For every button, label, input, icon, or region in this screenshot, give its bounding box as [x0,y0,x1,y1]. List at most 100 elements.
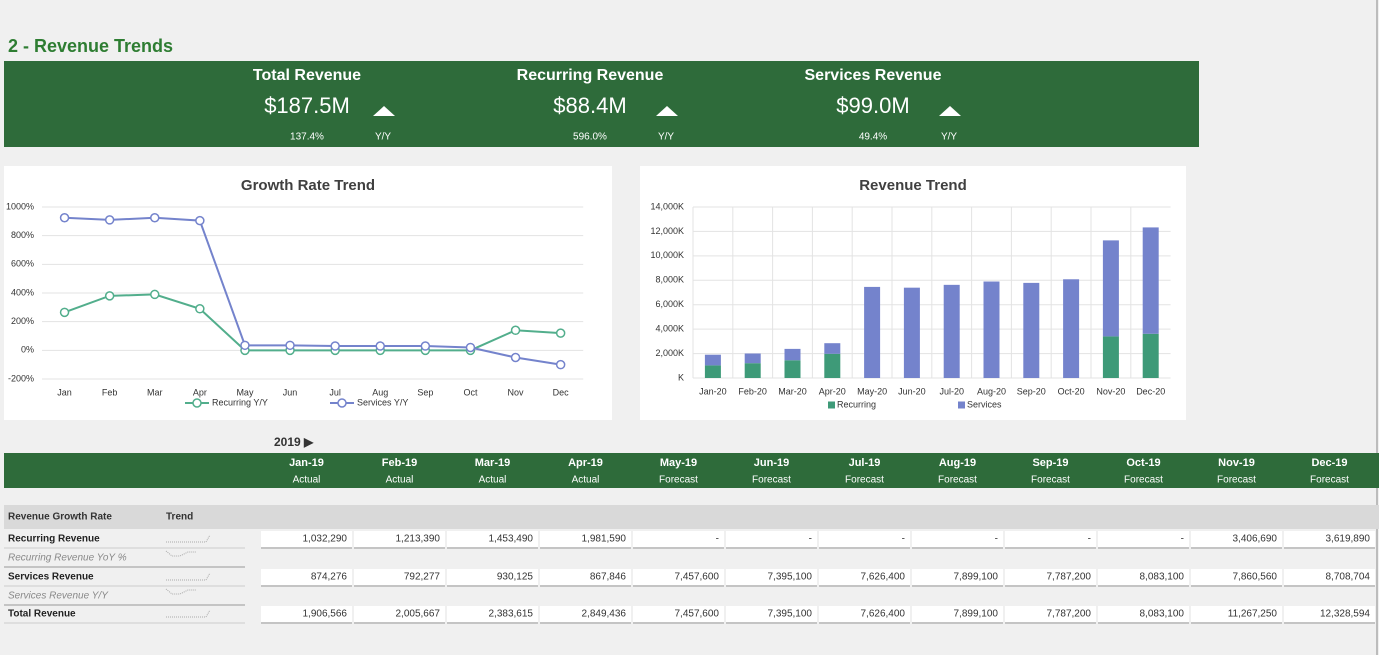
bar [744,363,761,378]
cell [633,531,724,547]
row-label: Services Revenue [8,572,94,583]
cell-value: 8,083,100 [1140,609,1185,620]
cell [354,531,445,547]
bar [824,353,841,378]
x-tick-label: Dec-20 [1136,386,1165,396]
point [59,213,70,223]
cell [819,569,910,585]
cell-value: - [1181,534,1184,545]
kpi-change: 596.0% [573,132,607,143]
cell-value: 2,005,667 [396,609,441,620]
column-month: Aug-19 [939,457,976,469]
y-tick-label: 4,000K [655,324,684,334]
kpi-value: $99.0M [836,93,909,118]
cell [447,569,538,585]
line [64,216,561,366]
cell [912,531,1003,547]
column-status: Actual [293,475,321,486]
point [104,215,115,225]
x-tick-label: Nov [508,387,525,397]
cell-value: - [995,534,998,545]
y-tick-label: 800% [11,230,34,240]
cell-value: 8,708,704 [1326,572,1371,583]
column-status: Forecast [752,475,791,486]
cell-value: 11,267,250 [1228,609,1278,620]
cell [261,569,352,585]
cell-value: 3,619,890 [1326,534,1371,545]
legend-label: Recurring Y/Y [212,397,268,407]
cell-value: 1,981,590 [582,534,627,545]
bar [1102,240,1119,337]
kpi-label: Total Revenue [253,67,361,84]
row-label: Recurring Revenue [8,534,100,545]
cell [726,606,817,622]
cell-value: 3,406,690 [1233,534,1278,545]
bar [1142,227,1159,334]
y-tick-label: 6,000K [655,299,684,309]
column-month: May-19 [660,457,697,469]
cell-value: 7,899,100 [954,609,999,620]
point [375,341,385,351]
header-cell: Revenue Growth Rate [8,512,112,523]
legend-label: Recurring [837,399,876,409]
cell-value: 7,395,100 [768,609,813,620]
cell [912,569,1003,585]
cell-value: 7,457,600 [675,572,720,583]
y-tick-label: 600% [11,259,34,269]
x-tick-label: Dec [553,387,570,397]
bar [1102,336,1119,378]
kpi-period: Y/Y [941,132,957,143]
cell [540,569,631,585]
legend-swatch [958,401,965,409]
y-tick-label: 10,000K [650,250,684,260]
bar [1142,333,1159,378]
cell [633,606,724,622]
cell [1191,569,1282,585]
x-tick-label: Aug-20 [977,386,1006,396]
x-tick-label: Mar [147,387,163,397]
cell [1191,531,1282,547]
cell [1284,531,1375,547]
x-tick-label: Apr [193,387,207,397]
cell-value: 12,328,594 [1320,609,1370,620]
column-month: Jan-19 [289,457,324,469]
cell [540,606,631,622]
row-label: Recurring Revenue YoY % [8,553,127,564]
cell-value: 930,125 [497,572,534,583]
x-tick-label: Feb-20 [738,386,767,396]
cell [1284,606,1375,622]
legend-marker [192,398,202,408]
x-tick-label: Mar-20 [778,386,807,396]
sparkline [166,572,211,581]
bar [943,284,960,378]
header-cell: Trend [166,512,193,523]
y-tick-label: 12,000K [650,226,684,236]
x-tick-label: Jun [283,387,298,397]
cell [1005,569,1096,585]
cell [1098,606,1189,622]
point [555,328,566,338]
table-header-band [4,453,1379,488]
y-tick-label: 1000% [6,201,34,211]
x-tick-label: Jan [57,387,72,397]
up-arrow [656,106,678,116]
chart-title: Revenue Trend [859,177,967,194]
kpi-period: Y/Y [658,132,674,143]
column-status: Forecast [1124,475,1163,486]
cell [912,606,1003,622]
kpi-label: Recurring Revenue [517,67,664,84]
x-tick-label: Jul-20 [939,386,964,396]
bar [784,360,801,378]
cell [633,569,724,585]
point [240,340,250,351]
kpi-label: Services Revenue [805,67,942,84]
cell-value: 8,083,100 [1140,572,1185,583]
kpi-period: Y/Y [375,132,391,143]
column-month: Sep-19 [1032,457,1068,469]
column-status: Actual [572,475,600,486]
cell-value: 7,787,200 [1047,572,1092,583]
cell [819,531,910,547]
cell-value: 7,626,400 [861,572,906,583]
kpi-value: $88.4M [553,93,626,118]
x-tick-label: May-20 [857,386,887,396]
